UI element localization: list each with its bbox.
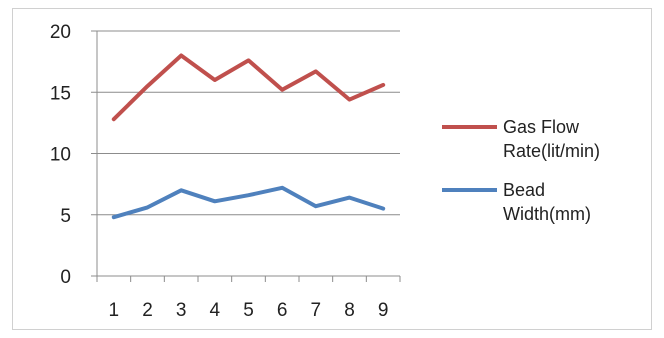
gridlines [97,30,400,216]
y-tick-label: 5 [60,206,71,227]
x-tick-label: 6 [277,300,288,321]
x-tick-label: 8 [344,300,355,321]
legend-label: Gas Flow [503,117,580,137]
y-tick-label: 10 [50,145,71,166]
x-tick-label: 3 [176,300,187,321]
series-lines [111,53,386,220]
legend-label: Rate(lit/min) [503,141,600,161]
x-tick-label: 9 [378,300,389,321]
legend: Gas Flow Rate(lit/min) Bead Width(mm) [442,117,600,224]
y-tick-label: 20 [50,22,71,43]
y-tick-label: 15 [50,83,71,104]
series-line-2 [111,185,386,220]
x-tick-label: 4 [210,300,221,321]
x-tick-label: 1 [109,300,120,321]
series-line-1 [111,53,386,122]
legend-label: Width(mm) [503,204,591,224]
x-tick-label: 7 [311,300,322,321]
x-tick-label: 2 [142,300,153,321]
y-axis-ticks: 0 5 10 15 20 [50,22,97,288]
x-tick-label: 5 [243,300,254,321]
legend-label: Bead [503,180,545,200]
y-tick-label: 0 [60,267,71,288]
x-axis-ticks: 1 2 3 4 5 6 7 8 9 [96,276,401,321]
